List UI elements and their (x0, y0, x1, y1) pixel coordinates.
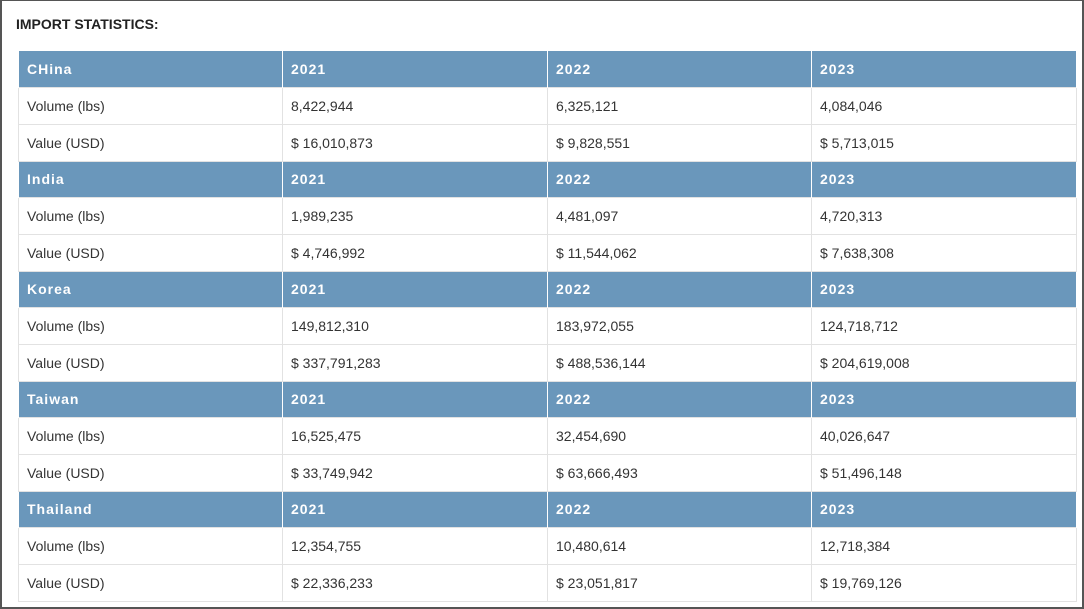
cell-value: 149,812,310 (282, 306, 548, 345)
year-header: 2021 (282, 381, 548, 417)
year-header: 2023 (811, 381, 1077, 417)
cell-value: $ 33,749,942 (282, 453, 548, 492)
cell-value: $ 22,336,233 (282, 563, 548, 602)
row-label: Volume (lbs) (18, 416, 283, 455)
cell-value: 4,720,313 (811, 196, 1077, 235)
row-label: Value (USD) (18, 453, 283, 492)
data-row: Value (USD) $ 337,791,283 $ 488,536,144 $ 2… (18, 343, 1077, 382)
data-row: Value (USD) $ 16,010,873 $ 9,828,551 $ 5,71… (18, 123, 1077, 162)
row-label: Volume (lbs) (18, 526, 283, 565)
cell-value: $ 19,769,126 (811, 563, 1077, 602)
cell-value: $ 51,496,148 (811, 453, 1077, 492)
data-row: Value (USD) $ 22,336,233 $ 23,051,817 $ 19,… (18, 563, 1077, 602)
cell-value: $ 11,544,062 (547, 233, 812, 272)
data-row: Volume (lbs) 12,354,755 10,480,614 12,718,3… (18, 526, 1077, 565)
cell-value: $ 5,713,015 (811, 123, 1077, 162)
cell-value: 6,325,121 (547, 86, 812, 125)
data-row: Value (USD) $ 33,749,942 $ 63,666,493 $ 51,… (18, 453, 1077, 492)
cell-value: 124,718,712 (811, 306, 1077, 345)
section-header-row: Thailand 2021 2022 2023 (18, 491, 1077, 527)
country-header: Taiwan (18, 381, 283, 417)
cell-value: 1,989,235 (282, 196, 548, 235)
year-header: 2022 (547, 161, 812, 197)
country-header: CHina (18, 51, 283, 87)
year-header: 2021 (282, 491, 548, 527)
section-header-row: Taiwan 2021 2022 2023 (18, 381, 1077, 417)
cell-value: $ 16,010,873 (282, 123, 548, 162)
cell-value: $ 488,536,144 (547, 343, 812, 382)
row-label: Value (USD) (18, 343, 283, 382)
year-header: 2022 (547, 271, 812, 307)
page-title: IMPORT STATISTICS: (16, 16, 159, 32)
country-header: Thailand (18, 491, 283, 527)
data-row: Value (USD) $ 4,746,992 $ 11,544,062 $ 7,63… (18, 233, 1077, 272)
section-header-row: Korea 2021 2022 2023 (18, 271, 1077, 307)
section-header-row: CHina 2021 2022 2023 (18, 51, 1077, 87)
year-header: 2022 (547, 491, 812, 527)
row-label: Volume (lbs) (18, 196, 283, 235)
row-label: Value (USD) (18, 563, 283, 602)
cell-value: $ 7,638,308 (811, 233, 1077, 272)
year-header: 2021 (282, 51, 548, 87)
cell-value: 183,972,055 (547, 306, 812, 345)
cell-value: 4,084,046 (811, 86, 1077, 125)
import-table: CHina 2021 2022 2023 Volume (lbs) 8,422,944 6,… (18, 51, 1077, 602)
year-header: 2023 (811, 491, 1077, 527)
cell-value: 10,480,614 (547, 526, 812, 565)
row-label: Value (USD) (18, 233, 283, 272)
cell-value: $ 63,666,493 (547, 453, 812, 492)
cell-value: $ 337,791,283 (282, 343, 548, 382)
cell-value: $ 9,828,551 (547, 123, 812, 162)
row-label: Volume (lbs) (18, 86, 283, 125)
cell-value: 12,354,755 (282, 526, 548, 565)
cell-value: $ 204,619,008 (811, 343, 1077, 382)
year-header: 2021 (282, 161, 548, 197)
row-label: Value (USD) (18, 123, 283, 162)
cell-value: 12,718,384 (811, 526, 1077, 565)
year-header: 2021 (282, 271, 548, 307)
row-label: Volume (lbs) (18, 306, 283, 345)
cell-value: $ 4,746,992 (282, 233, 548, 272)
cell-value: $ 23,051,817 (547, 563, 812, 602)
section-header-row: India 2021 2022 2023 (18, 161, 1077, 197)
year-header: 2023 (811, 271, 1077, 307)
cell-value: 40,026,647 (811, 416, 1077, 455)
year-header: 2023 (811, 161, 1077, 197)
data-row: Volume (lbs) 1,989,235 4,481,097 4,720,313 (18, 196, 1077, 235)
cell-value: 8,422,944 (282, 86, 548, 125)
data-row: Volume (lbs) 8,422,944 6,325,121 4,084,046 (18, 86, 1077, 125)
cell-value: 16,525,475 (282, 416, 548, 455)
cell-value: 4,481,097 (547, 196, 812, 235)
year-header: 2023 (811, 51, 1077, 87)
cell-value: 32,454,690 (547, 416, 812, 455)
data-row: Volume (lbs) 149,812,310 183,972,055 124,71… (18, 306, 1077, 345)
data-row: Volume (lbs) 16,525,475 32,454,690 40,026,6… (18, 416, 1077, 455)
country-header: India (18, 161, 283, 197)
country-header: Korea (18, 271, 283, 307)
year-header: 2022 (547, 381, 812, 417)
year-header: 2022 (547, 51, 812, 87)
